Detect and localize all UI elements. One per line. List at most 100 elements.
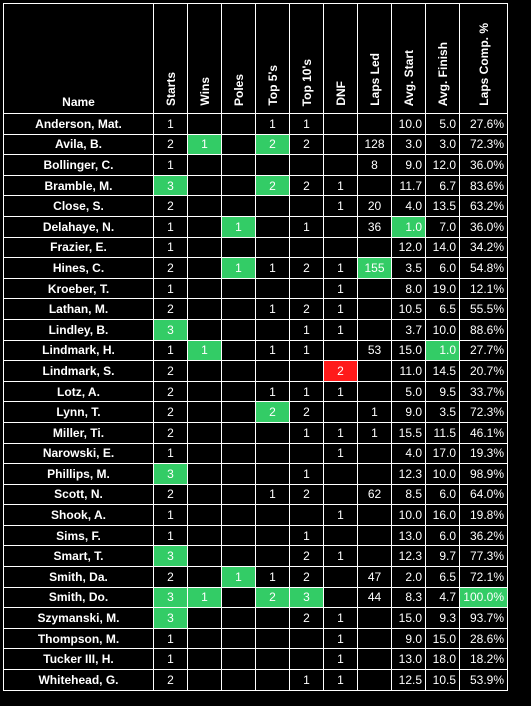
wins-cell [187,442,222,465]
poles-cell [221,298,256,320]
wins-cell [187,669,222,691]
starts-cell: 3 [153,607,188,629]
wins-cell [187,236,222,259]
avg-start-cell: 15.0 [391,607,426,629]
top10-cell: 1 [289,215,324,238]
driver-name: Close, S. [3,195,154,217]
avg-start-cell: 8.0 [391,277,426,300]
top10-cell [289,236,324,259]
laps-comp-cell: 18.2% [459,648,508,671]
avg-finish-cell: 14.5 [425,360,460,382]
avg-start-cell: 5.0 [391,380,426,403]
driver-name: Sims, F. [3,524,154,547]
wins-cell [187,566,222,588]
avg-start-cell: 10.0 [391,113,426,135]
table-body: Anderson, Mat. 1 1 1 10.0 5.0 27.6% Avila, B. 2 1… [3,113,508,691]
starts-cell: 1 [153,524,188,547]
top10-cell [289,195,324,217]
top5-cell [255,524,290,547]
dnf-cell: 1 [323,442,358,465]
driver-name: Narowski, E. [3,442,154,465]
poles-cell [221,442,256,465]
avg-start-cell: 15.5 [391,421,426,444]
laps-led-cell [357,236,392,259]
table-row: Whitehead, G. 2 1 1 12.5 10.5 53.9% [3,669,508,691]
avg-finish-cell: 6.0 [425,524,460,547]
poles-cell [221,318,256,341]
dnf-cell [323,401,358,423]
poles-cell [221,113,256,135]
table-row: Lynn, T. 2 2 2 1 9.0 3.5 72.3% [3,401,508,423]
poles-cell [221,545,256,568]
laps-comp-cell: 72.3% [459,133,508,156]
starts-cell: 1 [153,504,188,526]
starts-cell: 3 [153,545,188,568]
table-row: Bollinger, C. 1 8 9.0 12.0 36.0% [3,154,508,176]
starts-cell: 2 [153,195,188,217]
avg-finish-cell: 10.5 [425,669,460,691]
avg-start-cell: 12.3 [391,463,426,485]
laps-led-cell: 36 [357,215,392,238]
avg-start-cell: 11.7 [391,174,426,197]
top5-cell [255,215,290,238]
avg-start-cell: 12.5 [391,669,426,691]
avg-finish-cell: 19.0 [425,277,460,300]
avg-finish-cell: 6.0 [425,483,460,506]
top10-cell [289,504,324,526]
laps-comp-cell: 46.1% [459,421,508,444]
table-row: Close, S. 2 1 20 4.0 13.5 63.2% [3,195,508,217]
top10-cell: 1 [289,421,324,444]
dnf-cell [323,133,358,156]
top10-cell: 2 [289,607,324,629]
driver-name: Szymanski, M. [3,607,154,629]
top5-cell: 1 [255,339,290,362]
avg-finish-cell: 5.0 [425,113,460,135]
top10-cell: 2 [289,401,324,423]
laps-led-cell [357,648,392,671]
driver-name: Bollinger, C. [3,154,154,176]
top5-cell [255,442,290,465]
laps-led-cell [357,545,392,568]
table-row: Smith, Da. 2 1 1 2 47 2.0 6.5 72.1% [3,566,508,588]
top10-cell: 1 [289,339,324,362]
wins-cell [187,421,222,444]
avg-start-cell: 4.0 [391,195,426,217]
header-wins: Wins [187,3,222,114]
poles-cell: 1 [221,566,256,588]
driver-name: Scott, N. [3,483,154,506]
driver-name: Whitehead, G. [3,669,154,691]
top5-cell [255,669,290,691]
driver-name: Miller, Ti. [3,421,154,444]
starts-cell: 2 [153,669,188,691]
table-row: Smith, Do. 3 1 2 3 44 8.3 4.7 100.0% [3,586,508,609]
top5-cell: 1 [255,483,290,506]
driver-name: Lindmark, S. [3,360,154,382]
top10-cell: 2 [289,133,324,156]
laps-led-cell [357,298,392,320]
avg-start-cell: 9.0 [391,627,426,650]
dnf-cell: 1 [323,627,358,650]
top5-cell [255,607,290,629]
poles-cell [221,463,256,485]
poles-cell [221,627,256,650]
avg-start-cell: 3.7 [391,318,426,341]
wins-cell [187,277,222,300]
wins-cell [187,607,222,629]
driver-name: Shook, A. [3,504,154,526]
wins-cell [187,545,222,568]
header-laps-led: Laps Led [357,3,392,114]
dnf-cell [323,236,358,259]
laps-led-cell: 53 [357,339,392,362]
top10-cell: 2 [289,257,324,279]
laps-comp-cell: 34.2% [459,236,508,259]
laps-comp-cell: 100.0% [459,586,508,609]
avg-finish-cell: 4.7 [425,586,460,609]
starts-cell: 3 [153,586,188,609]
avg-finish-cell: 9.3 [425,607,460,629]
laps-led-cell: 8 [357,154,392,176]
poles-cell [221,648,256,671]
driver-name: Tucker III, H. [3,648,154,671]
driver-name: Lathan, M. [3,298,154,320]
driver-name: Frazier, E. [3,236,154,259]
starts-cell: 1 [153,277,188,300]
